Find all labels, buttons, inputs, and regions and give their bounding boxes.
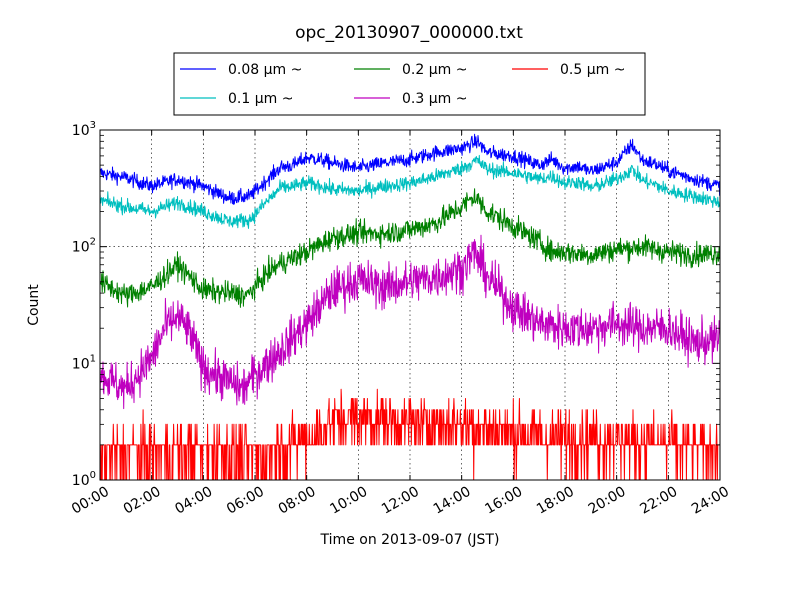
series-line-0.3 [99,234,721,410]
y-axis-label: Count [26,284,42,326]
legend: 0.08 μm ~ 0.1 μm ~ 0.2 μm ~ 0.3 μm ~ 0.5 μm … [173,52,646,116]
legend-label: 0.3 μm ~ [402,91,467,107]
legend-label: 0.2 μm ~ [402,62,467,78]
chart-title: opc_20130907_000000.txt [295,23,523,43]
legend-label: 0.5 μm ~ [560,62,625,78]
legend-box [173,52,646,116]
series-line-0.1 [99,154,721,229]
legend-label: 0.08 μm ~ [228,62,302,78]
series-line-0.2 [99,188,721,308]
x-axis-label: Time on 2013-09-07 (JST) [320,532,500,548]
series-line-0.5 [99,388,721,481]
series-line-0.08 [99,133,721,205]
legend-label: 0.1 μm ~ [228,91,293,107]
series-layer [99,133,721,481]
